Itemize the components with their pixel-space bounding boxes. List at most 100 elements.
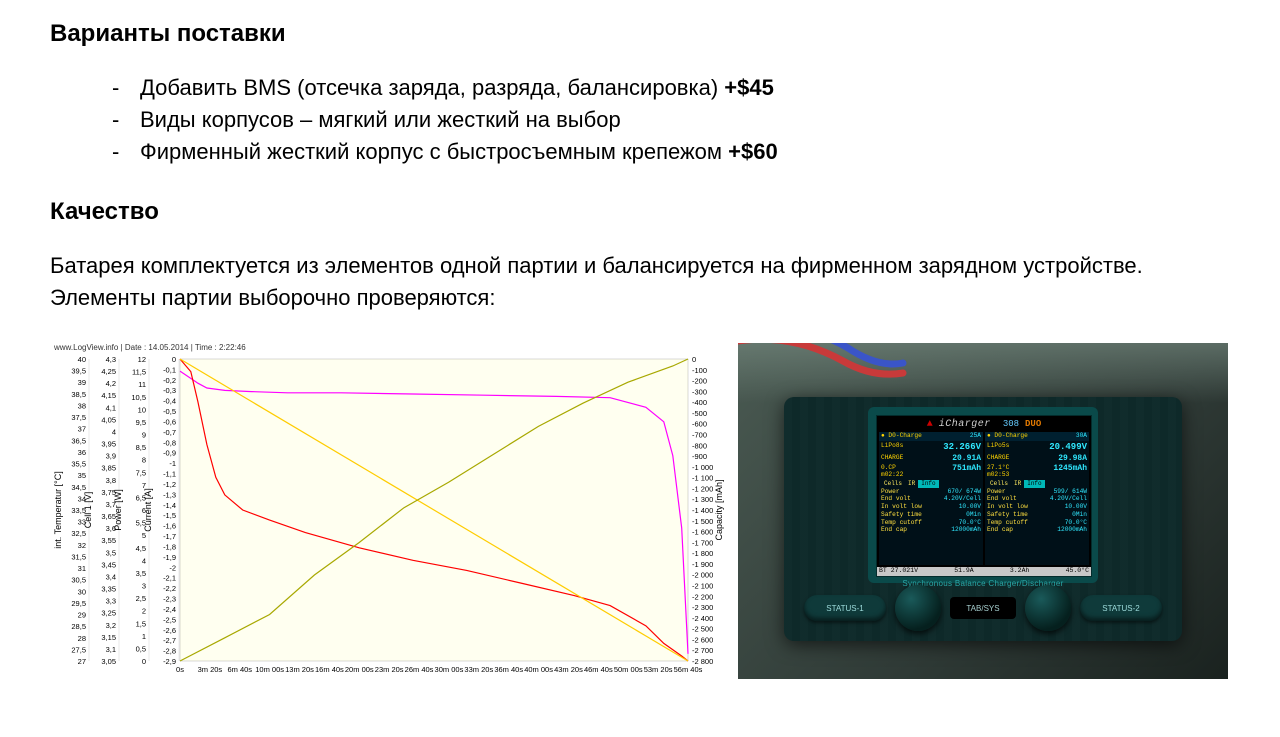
charger-footer-field: 45.0°C	[1066, 567, 1089, 576]
svg-text:-2,4: -2,4	[163, 605, 176, 614]
svg-text:Current [A]: Current [A]	[143, 489, 153, 533]
svg-text:-2 300: -2 300	[692, 604, 713, 613]
charger-device: ▲ iCharger 308 DUO ● D0-Charge25ALiPo8s3…	[784, 397, 1182, 641]
svg-text:36,5: 36,5	[71, 437, 86, 446]
svg-text:-2,9: -2,9	[163, 657, 176, 666]
svg-text:-2 000: -2 000	[692, 571, 713, 580]
svg-text:9: 9	[142, 431, 146, 440]
svg-text:40: 40	[78, 355, 86, 364]
svg-text:10m 00s: 10m 00s	[255, 665, 284, 674]
svg-text:27: 27	[78, 657, 86, 666]
svg-text:3,9: 3,9	[106, 452, 116, 461]
svg-text:-2 600: -2 600	[692, 636, 713, 645]
svg-text:-1,5: -1,5	[163, 512, 176, 521]
svg-text:8: 8	[142, 456, 146, 465]
svg-text:-600: -600	[692, 420, 707, 429]
supply-item-text: Виды корпусов – мягкий или жесткий на вы…	[140, 107, 621, 132]
svg-text:-0,7: -0,7	[163, 428, 176, 437]
svg-text:3,95: 3,95	[101, 440, 116, 449]
svg-text:0,5: 0,5	[136, 645, 146, 654]
supply-item-price: +$45	[724, 75, 774, 100]
svg-text:3,8: 3,8	[106, 476, 116, 485]
chart-header: www.LogView.info | Date : 14.05.2014 | T…	[54, 343, 246, 352]
right-knob[interactable]	[1025, 585, 1071, 631]
svg-text:3,45: 3,45	[101, 561, 116, 570]
svg-text:2,5: 2,5	[136, 595, 146, 604]
svg-text:8,5: 8,5	[136, 444, 146, 453]
charger-footer-field: 3.2Ah	[1010, 567, 1030, 576]
svg-text:0s: 0s	[176, 665, 184, 674]
svg-text:-700: -700	[692, 431, 707, 440]
svg-text:2: 2	[142, 607, 146, 616]
svg-text:36m 40s: 36m 40s	[494, 665, 523, 674]
svg-text:7,5: 7,5	[136, 469, 146, 478]
supply-item-price: +$60	[728, 139, 778, 164]
quality-paragraph: Батарея комплектуется из элементов одной…	[50, 250, 1230, 314]
svg-text:-2 700: -2 700	[692, 647, 713, 656]
svg-text:-1,7: -1,7	[163, 532, 176, 541]
svg-text:35,5: 35,5	[71, 460, 86, 469]
svg-text:10,5: 10,5	[131, 393, 146, 402]
svg-text:-0,6: -0,6	[163, 418, 176, 427]
svg-text:-2 100: -2 100	[692, 582, 713, 591]
svg-text:-0,1: -0,1	[163, 366, 176, 375]
discharge-chart: www.LogView.info | Date : 14.05.2014 | T…	[50, 343, 728, 679]
charger-footer-field: BT 27.021V	[879, 567, 918, 576]
svg-text:4: 4	[112, 428, 116, 437]
status-2-button[interactable]: STATUS-2	[1080, 595, 1162, 621]
svg-text:28,5: 28,5	[71, 623, 86, 632]
svg-text:3,2: 3,2	[106, 621, 116, 630]
supply-item-text: Добавить BMS (отсечка заряда, разряда, б…	[140, 75, 774, 100]
svg-text:11: 11	[138, 381, 146, 390]
svg-text:13m 20s: 13m 20s	[285, 665, 314, 674]
svg-text:4,1: 4,1	[106, 404, 116, 413]
svg-text:-200: -200	[692, 377, 707, 386]
svg-text:38,5: 38,5	[71, 390, 86, 399]
svg-text:1: 1	[142, 632, 146, 641]
status-1-button[interactable]: STATUS-1	[804, 595, 886, 621]
svg-text:3,3: 3,3	[106, 597, 116, 606]
svg-text:-2 200: -2 200	[692, 593, 713, 602]
svg-text:28: 28	[78, 634, 86, 643]
svg-text:4,25: 4,25	[101, 368, 116, 377]
tabsys-button[interactable]: TAB/SYS	[950, 597, 1016, 619]
svg-text:-2,1: -2,1	[163, 574, 176, 583]
svg-text:9,5: 9,5	[136, 418, 146, 427]
svg-text:29: 29	[78, 611, 86, 620]
svg-text:Cell 1 [V]: Cell 1 [V]	[83, 492, 93, 529]
svg-text:37,5: 37,5	[71, 414, 86, 423]
svg-text:-1 100: -1 100	[692, 474, 713, 483]
left-knob[interactable]	[895, 585, 941, 631]
svg-text:11,5: 11,5	[132, 368, 146, 377]
svg-text:3m 20s: 3m 20s	[198, 665, 223, 674]
svg-text:3,5: 3,5	[106, 549, 116, 558]
svg-text:38: 38	[78, 402, 86, 411]
svg-text:3,85: 3,85	[101, 464, 116, 473]
svg-text:4,2: 4,2	[106, 380, 116, 389]
svg-text:3,15: 3,15	[101, 633, 116, 642]
charger-footer-field: 51.9A	[954, 567, 974, 576]
svg-text:-2,2: -2,2	[163, 585, 176, 594]
svg-text:-1,6: -1,6	[163, 522, 176, 531]
svg-text:12: 12	[138, 355, 146, 364]
svg-text:35: 35	[78, 472, 86, 481]
svg-text:-2,3: -2,3	[163, 595, 176, 604]
svg-text:33m 20s: 33m 20s	[464, 665, 493, 674]
svg-text:-2,7: -2,7	[163, 637, 176, 646]
svg-text:-2 400: -2 400	[692, 614, 713, 623]
svg-text:0: 0	[142, 657, 146, 666]
svg-text:26m 40s: 26m 40s	[405, 665, 434, 674]
svg-text:16m 40s: 16m 40s	[315, 665, 344, 674]
brand-model-suffix: DUO	[1025, 419, 1041, 429]
charger-panel: ● D0-Charge25ALiPo8s32.266VCHARGE20.91A0…	[879, 432, 983, 565]
svg-text:-100: -100	[692, 366, 707, 375]
svg-text:32: 32	[78, 541, 86, 550]
supply-item: Виды корпусов – мягкий или жесткий на вы…	[112, 104, 1230, 136]
svg-text:-1,2: -1,2	[163, 480, 176, 489]
charger-screen: ▲ iCharger 308 DUO ● D0-Charge25ALiPo8s3…	[876, 415, 1092, 577]
svg-text:30: 30	[78, 588, 86, 597]
svg-text:-0,4: -0,4	[163, 397, 176, 406]
svg-text:30m 00s: 30m 00s	[435, 665, 464, 674]
svg-text:3,55: 3,55	[101, 537, 116, 546]
svg-text:40m 00s: 40m 00s	[524, 665, 553, 674]
